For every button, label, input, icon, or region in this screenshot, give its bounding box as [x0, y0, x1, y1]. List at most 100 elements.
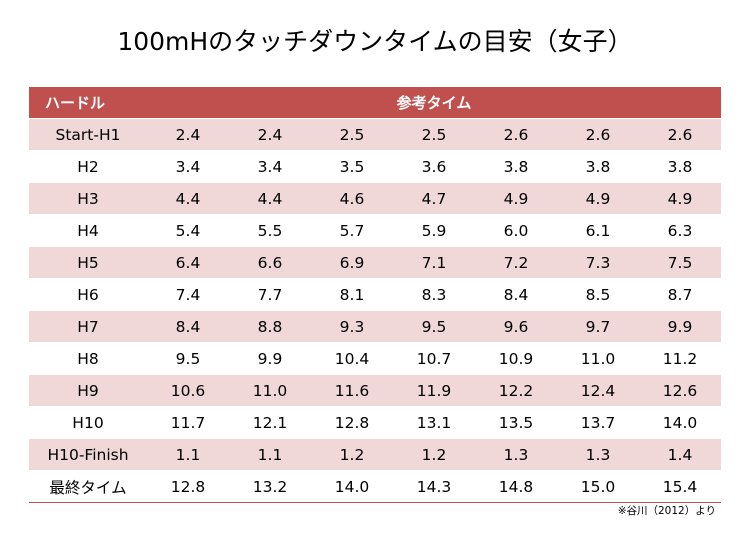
- time-cell: 2.5: [311, 118, 393, 151]
- table-row: H7 8.4 8.8 9.3 9.5 9.6 9.7 9.9: [29, 310, 721, 343]
- time-cell: 1.4: [639, 438, 721, 471]
- time-cell: 1.2: [311, 438, 393, 471]
- touchdown-time-table: ハードル 参考タイム Start-H1 2.4 2.4 2.5 2.5 2.6 2.6 2.6…: [29, 87, 721, 503]
- time-cell: 6.6: [229, 246, 311, 279]
- time-cell: 7.7: [229, 278, 311, 311]
- time-cell: 4.9: [639, 182, 721, 215]
- table-row: H4 5.4 5.5 5.7 5.9 6.0 6.1 6.3: [29, 214, 721, 247]
- time-cell: 9.3: [311, 310, 393, 343]
- page-title: 100mHのタッチダウンタイムの目安（女子）: [117, 27, 633, 56]
- time-cell: 12.2: [475, 374, 557, 407]
- time-cell: 6.3: [639, 214, 721, 247]
- time-cell: 6.0: [475, 214, 557, 247]
- time-cell: 3.6: [393, 150, 475, 183]
- time-cell: 1.1: [229, 438, 311, 471]
- row-label: H4: [29, 214, 147, 247]
- time-cell: 9.9: [639, 310, 721, 343]
- time-cell: 10.6: [147, 374, 229, 407]
- time-cell: 8.7: [639, 278, 721, 311]
- table-row: H8 9.5 9.9 10.4 10.7 10.9 11.0 11.2: [29, 342, 721, 375]
- table-row: H9 10.6 11.0 11.6 11.9 12.2 12.4 12.6: [29, 374, 721, 407]
- row-label: H7: [29, 310, 147, 343]
- time-cell: 11.2: [639, 342, 721, 375]
- time-cell: 10.7: [393, 342, 475, 375]
- row-label: Start-H1: [29, 118, 147, 151]
- time-cell: 9.7: [557, 310, 639, 343]
- time-cell: 8.1: [311, 278, 393, 311]
- row-label: H8: [29, 342, 147, 375]
- time-cell: 2.4: [229, 118, 311, 151]
- time-cell: 2.6: [639, 118, 721, 151]
- table-row: H10-Finish 1.1 1.1 1.2 1.2 1.3 1.3 1.4: [29, 438, 721, 471]
- time-cell: 11.7: [147, 406, 229, 439]
- row-label: H3: [29, 182, 147, 215]
- time-cell: 7.4: [147, 278, 229, 311]
- row-label: 最終タイム: [29, 470, 147, 503]
- time-cell: 13.1: [393, 406, 475, 439]
- time-cell: 4.9: [557, 182, 639, 215]
- row-label: H2: [29, 150, 147, 183]
- time-cell: 11.0: [557, 342, 639, 375]
- time-cell: 8.5: [557, 278, 639, 311]
- time-cell: 13.2: [229, 470, 311, 503]
- table-row: Start-H1 2.4 2.4 2.5 2.5 2.6 2.6 2.6: [29, 118, 721, 151]
- time-cell: 8.8: [229, 310, 311, 343]
- time-cell: 2.6: [557, 118, 639, 151]
- time-cell: 11.6: [311, 374, 393, 407]
- row-label: H9: [29, 374, 147, 407]
- time-cell: 1.2: [393, 438, 475, 471]
- time-cell: 4.7: [393, 182, 475, 215]
- time-cell: 12.8: [147, 470, 229, 503]
- time-cell: 12.1: [229, 406, 311, 439]
- time-cell: 2.4: [147, 118, 229, 151]
- time-cell: 9.6: [475, 310, 557, 343]
- table-row: H5 6.4 6.6 6.9 7.1 7.2 7.3 7.5: [29, 246, 721, 279]
- table-body: Start-H1 2.4 2.4 2.5 2.5 2.6 2.6 2.6 H2 3.4 3.4 3.5…: [29, 118, 721, 503]
- time-cell: 13.7: [557, 406, 639, 439]
- time-cell: 3.8: [557, 150, 639, 183]
- time-cell: 3.4: [147, 150, 229, 183]
- time-cell: 12.6: [639, 374, 721, 407]
- time-cell: 2.5: [393, 118, 475, 151]
- time-cell: 7.1: [393, 246, 475, 279]
- time-cell: 7.5: [639, 246, 721, 279]
- time-cell: 9.5: [147, 342, 229, 375]
- table-row: H2 3.4 3.4 3.5 3.6 3.8 3.8 3.8: [29, 150, 721, 183]
- time-cell: 7.3: [557, 246, 639, 279]
- time-cell: 14.3: [393, 470, 475, 503]
- time-cell: 8.4: [475, 278, 557, 311]
- table-row: 最終タイム 12.8 13.2 14.0 14.3 14.8 15.0 15.4: [29, 470, 721, 503]
- time-cell: 14.8: [475, 470, 557, 503]
- time-cell: 1.3: [557, 438, 639, 471]
- time-cell: 3.8: [639, 150, 721, 183]
- time-cell: 9.9: [229, 342, 311, 375]
- table-row: H10 11.7 12.1 12.8 13.1 13.5 13.7 14.0: [29, 406, 721, 439]
- time-cell: 3.8: [475, 150, 557, 183]
- row-label: H10-Finish: [29, 438, 147, 471]
- table-header-row: ハードル 参考タイム: [29, 87, 721, 119]
- time-cell: 1.1: [147, 438, 229, 471]
- time-cell: 10.9: [475, 342, 557, 375]
- source-note: ※谷川（2012）より: [617, 505, 716, 517]
- table-row: H6 7.4 7.7 8.1 8.3 8.4 8.5 8.7: [29, 278, 721, 311]
- time-cell: 9.5: [393, 310, 475, 343]
- time-cell: 4.4: [147, 182, 229, 215]
- time-cell: 12.8: [311, 406, 393, 439]
- row-label: H6: [29, 278, 147, 311]
- time-cell: 4.6: [311, 182, 393, 215]
- header-reference-time: 参考タイム: [147, 87, 721, 119]
- time-cell: 11.9: [393, 374, 475, 407]
- header-hurdle: ハードル: [29, 87, 147, 119]
- time-cell: 8.3: [393, 278, 475, 311]
- time-cell: 1.3: [475, 438, 557, 471]
- time-cell: 6.9: [311, 246, 393, 279]
- table-row: H3 4.4 4.4 4.6 4.7 4.9 4.9 4.9: [29, 182, 721, 215]
- time-cell: 12.4: [557, 374, 639, 407]
- time-cell: 3.5: [311, 150, 393, 183]
- time-cell: 14.0: [311, 470, 393, 503]
- time-cell: 3.4: [229, 150, 311, 183]
- time-cell: 15.4: [639, 470, 721, 503]
- time-cell: 10.4: [311, 342, 393, 375]
- time-cell: 11.0: [229, 374, 311, 407]
- time-cell: 6.1: [557, 214, 639, 247]
